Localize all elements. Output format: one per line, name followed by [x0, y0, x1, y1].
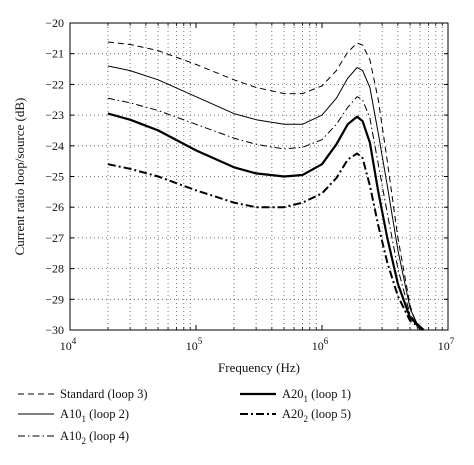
y-tick-label: −25 [45, 170, 64, 184]
series-line-5 [107, 152, 425, 331]
y-tick-label: −23 [45, 108, 64, 122]
legend-label-rest: (loop 4) [86, 429, 129, 443]
x-tick-label: 104 [60, 336, 77, 353]
legend-label-base: A20 [282, 387, 304, 401]
y-tick-label: −26 [45, 200, 64, 214]
series-line-3 [107, 96, 423, 331]
y-axis: −20 −21 −22 −23 −24 −25 −26 −27 −28 −29 −30 [45, 16, 448, 337]
legend-label: Standard (loop 3) [60, 387, 147, 401]
grid [70, 22, 448, 331]
legend-label-rest: (loop 5) [308, 407, 351, 421]
legend-label: A102 (loop 4) [60, 429, 129, 446]
x-tick-label: 105 [186, 336, 203, 353]
y-tick-label: −28 [45, 262, 64, 276]
y-tick-label: −27 [45, 231, 64, 245]
x-tick-exponent: 5 [198, 336, 203, 346]
y-tick-label: −21 [45, 47, 64, 61]
x-axis: 104 105 106 107 [60, 23, 455, 353]
x-tick-base: 10 [312, 339, 324, 353]
legend-label: A101 (loop 2) [60, 407, 129, 424]
x-tick-base: 10 [60, 339, 72, 353]
legend-label-subscript: 1 [304, 394, 309, 404]
legend-label-base: Standard (loop 3) [60, 387, 147, 401]
legend-label: A201 (loop 1) [282, 387, 351, 404]
x-tick-label: 106 [312, 336, 329, 353]
x-tick-exponent: 4 [72, 336, 77, 346]
y-tick-label: −29 [45, 292, 64, 306]
legend: Standard (loop 3)A101 (loop 2)A102 (loop… [18, 387, 351, 446]
x-tick-label: 107 [438, 336, 455, 353]
x-tick-base: 10 [438, 339, 450, 353]
legend-label-base: A10 [60, 407, 82, 421]
legend-label-rest: (loop 2) [86, 407, 129, 421]
legend-label-base: A10 [60, 429, 82, 443]
x-tick-base: 10 [186, 339, 198, 353]
legend-label-rest: (loop 1) [308, 387, 351, 401]
legend-label-base: A20 [282, 407, 304, 421]
x-axis-label: Frequency (Hz) [218, 360, 300, 375]
series-line-1 [107, 41, 419, 331]
x-tick-exponent: 7 [450, 336, 455, 346]
legend-label-subscript: 2 [82, 436, 87, 446]
y-tick-label: −24 [45, 139, 64, 153]
legend-label: A202 (loop 5) [282, 407, 351, 424]
legend-label-subscript: 1 [82, 414, 87, 424]
x-tick-exponent: 6 [324, 336, 329, 346]
series-line-4 [107, 112, 425, 331]
y-tick-label: −30 [45, 323, 64, 337]
y-axis-label: Current ratio loop/source (dB) [12, 98, 27, 256]
y-tick-label: −22 [45, 77, 64, 91]
series-line-2 [107, 65, 421, 331]
series-lines [107, 41, 425, 331]
legend-label-subscript: 2 [304, 414, 309, 424]
y-tick-label: −20 [45, 16, 64, 30]
